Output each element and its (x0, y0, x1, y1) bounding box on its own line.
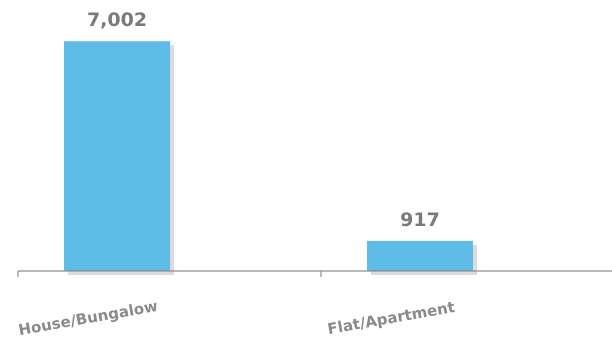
bar-flat-apartment (367, 240, 473, 271)
data-label: 917 (400, 209, 440, 231)
bar-house-bungalow (64, 41, 170, 272)
data-labels: 7,002 917 (87, 9, 440, 231)
x-tick-labels: House/Bungalow Flat/Apartment (17, 297, 456, 339)
data-label: 7,002 (87, 9, 147, 31)
bars (64, 41, 473, 272)
x-tick-label: House/Bungalow (17, 297, 159, 339)
x-tick-label: Flat/Apartment (326, 298, 456, 338)
x-axis (17, 270, 612, 277)
